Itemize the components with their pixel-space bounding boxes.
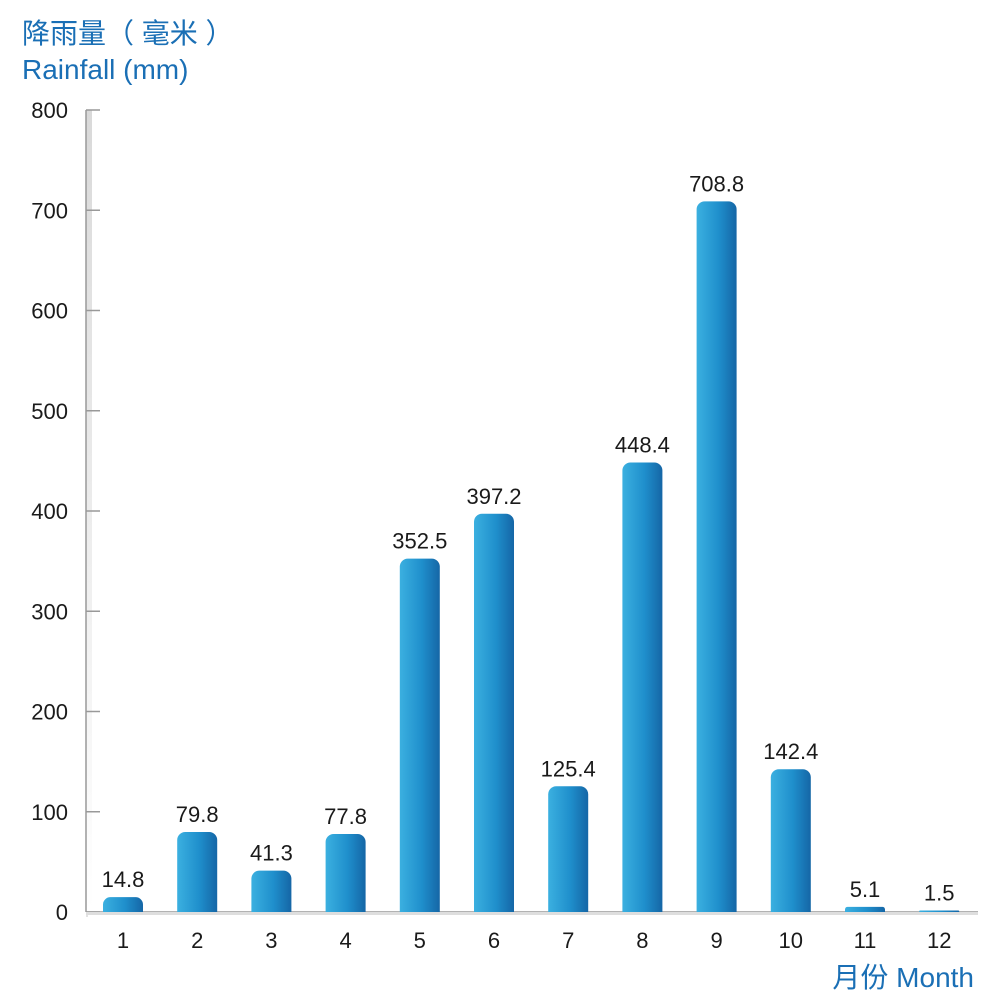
x-tick-label: 9 [710, 928, 722, 953]
y-tick-label: 300 [31, 599, 68, 624]
data-label: 14.8 [102, 867, 145, 892]
data-label: 79.8 [176, 802, 219, 827]
x-tick-label: 10 [779, 928, 803, 953]
x-tick-label: 8 [636, 928, 648, 953]
y-tick-label: 800 [31, 98, 68, 123]
x-tick-label: 12 [927, 928, 951, 953]
bar-month-5 [399, 558, 440, 920]
x-tick-label: 11 [854, 928, 877, 953]
bar-month-3 [251, 870, 292, 920]
y-tick-label: 500 [31, 399, 68, 424]
bar-month-7 [548, 786, 589, 920]
x-tick-label: 1 [117, 928, 129, 953]
bar-month-9 [696, 201, 737, 921]
x-tick-label: 2 [191, 928, 203, 953]
x-tick-label: 6 [488, 928, 500, 953]
y-tick-label: 0 [56, 900, 68, 925]
data-label: 125.4 [541, 756, 596, 781]
data-label: 142.4 [763, 739, 818, 764]
data-label: 41.3 [250, 841, 293, 866]
data-label: 352.5 [392, 529, 447, 554]
data-label: 77.8 [324, 804, 367, 829]
x-tick-label: 7 [562, 928, 574, 953]
bars [86, 201, 978, 923]
bar-month-4 [325, 834, 366, 920]
y-tick-label: 200 [31, 700, 68, 725]
x-axis-baseline [86, 912, 978, 915]
x-axis-title: 月份 Month [832, 962, 974, 993]
data-label: 397.2 [466, 484, 521, 509]
x-tick-label: 3 [265, 928, 277, 953]
bar-month-10 [770, 769, 811, 920]
bar-month-8 [622, 462, 663, 920]
data-label: 1.5 [924, 880, 955, 905]
y-tick-label: 700 [31, 198, 68, 223]
data-label: 708.8 [689, 171, 744, 196]
x-tick-label: 4 [339, 928, 351, 953]
y-axis-title-english: Rainfall (mm) [22, 54, 189, 85]
bar-month-2 [177, 832, 218, 920]
data-label: 448.4 [615, 432, 670, 457]
y-tick-label: 100 [31, 800, 68, 825]
y-axis-title-chinese: 降雨量（ 毫米 ） [22, 18, 234, 49]
y-tick-label: 600 [31, 299, 68, 324]
x-tick-label: 5 [414, 928, 426, 953]
data-label: 5.1 [850, 877, 881, 902]
axis-bottom-mask [88, 913, 978, 923]
value-labels: 1 14.8 2 79.8 3 41.3 4 77.8 5 352.5 6 397.2 7 125.4 8 4… [102, 171, 955, 953]
y-tick-label: 400 [31, 499, 68, 524]
bar-month-6 [474, 513, 514, 920]
